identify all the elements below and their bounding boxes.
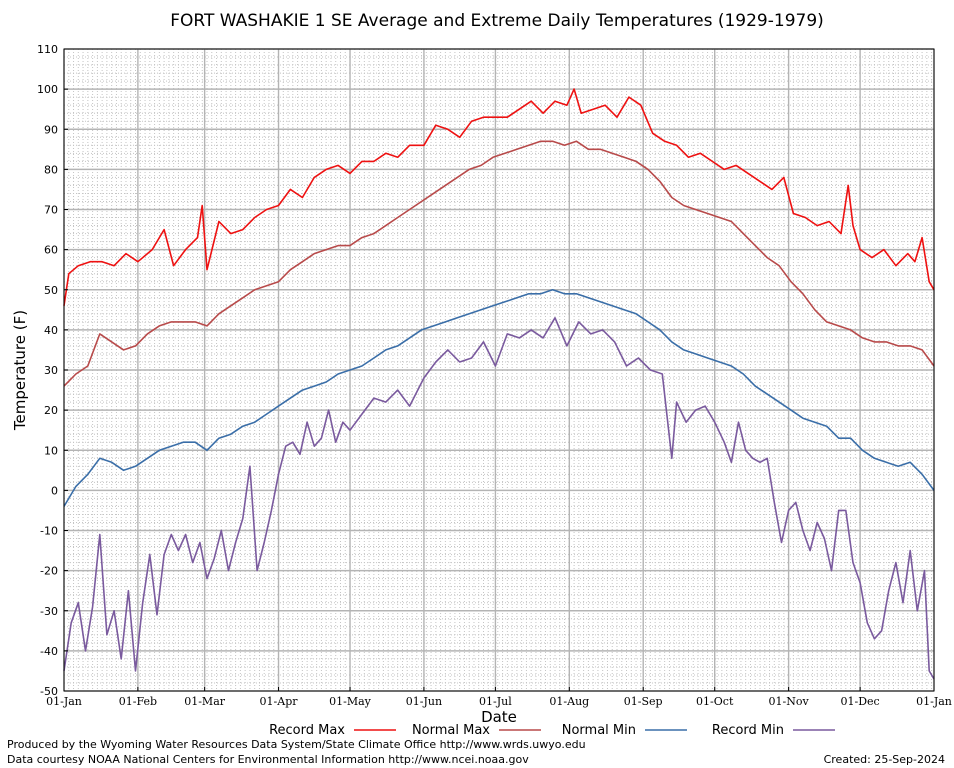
y-tick-label: 20: [44, 404, 58, 417]
y-tick-label: -20: [40, 565, 58, 578]
y-tick-label: -50: [40, 685, 58, 698]
x-tick-label: 01-Feb: [119, 695, 157, 708]
record-min-legend-label: Record Min: [712, 723, 784, 738]
legend: Record Max Normal Max Normal Min Record Min: [269, 723, 835, 738]
normal-max-legend-label: Normal Max: [412, 723, 490, 738]
y-tick-label: 60: [44, 244, 58, 257]
y-tick-label: -10: [40, 525, 58, 538]
x-tick-label: 01-Jan: [916, 695, 952, 708]
x-tick-label: 01-May: [329, 695, 372, 708]
y-tick-label: 10: [44, 444, 58, 457]
x-tick-label: 01-Dec: [841, 695, 880, 708]
x-tick-label: 01-Oct: [696, 695, 734, 708]
record-max-legend-label: Record Max: [269, 723, 345, 738]
record-min-line: [63, 316, 935, 680]
x-tick-label: 01-Jan: [46, 695, 82, 708]
y-tick-label: 110: [37, 43, 58, 56]
x-axis-label: Date: [481, 708, 517, 726]
y-tick-label: 90: [44, 123, 58, 136]
x-tick-label: 01-Sep: [624, 695, 663, 708]
y-axis-ticks: -50 -40 -30 -20 -10 0 10 20 30 40 50 60 70 80 90 100 110: [37, 43, 68, 698]
y-tick-label: 30: [44, 364, 58, 377]
x-tick-label: 01-Nov: [769, 695, 810, 708]
data-courtesy-credit: Data courtesy NOAA National Centers for …: [7, 753, 529, 766]
y-tick-label: 70: [44, 204, 58, 217]
y-tick-label: -30: [40, 605, 58, 618]
y-tick-label: 0: [51, 484, 58, 497]
y-tick-label: 40: [44, 324, 58, 337]
series-lines: [63, 88, 935, 680]
y-tick-label: 100: [37, 83, 58, 96]
chart-title: FORT WASHAKIE 1 SE Average and Extreme D…: [170, 11, 824, 31]
record-max-line: [63, 88, 935, 306]
x-tick-label: 01-Mar: [184, 695, 226, 708]
x-tick-label: 01-Aug: [549, 695, 589, 708]
created-date: Created: 25-Sep-2024: [823, 753, 945, 766]
x-tick-label: 01-Jul: [479, 695, 512, 708]
y-tick-label: -40: [40, 645, 58, 658]
y-axis-label: Temperature (F): [11, 310, 29, 431]
normal-max-line: [63, 140, 935, 387]
produced-by-credit: Produced by the Wyoming Water Resources …: [7, 738, 586, 751]
normal-min-line: [63, 288, 935, 507]
x-tick-label: 01-Apr: [260, 695, 299, 708]
normal-min-legend-label: Normal Min: [562, 723, 636, 738]
y-tick-label: 80: [44, 163, 58, 176]
y-tick-label: 50: [44, 284, 58, 297]
x-tick-label: 01-Jun: [406, 695, 442, 708]
x-axis-ticks: 01-Jan 01-Feb 01-Mar 01-Apr 01-May 01-Jun 01-J…: [46, 687, 952, 708]
